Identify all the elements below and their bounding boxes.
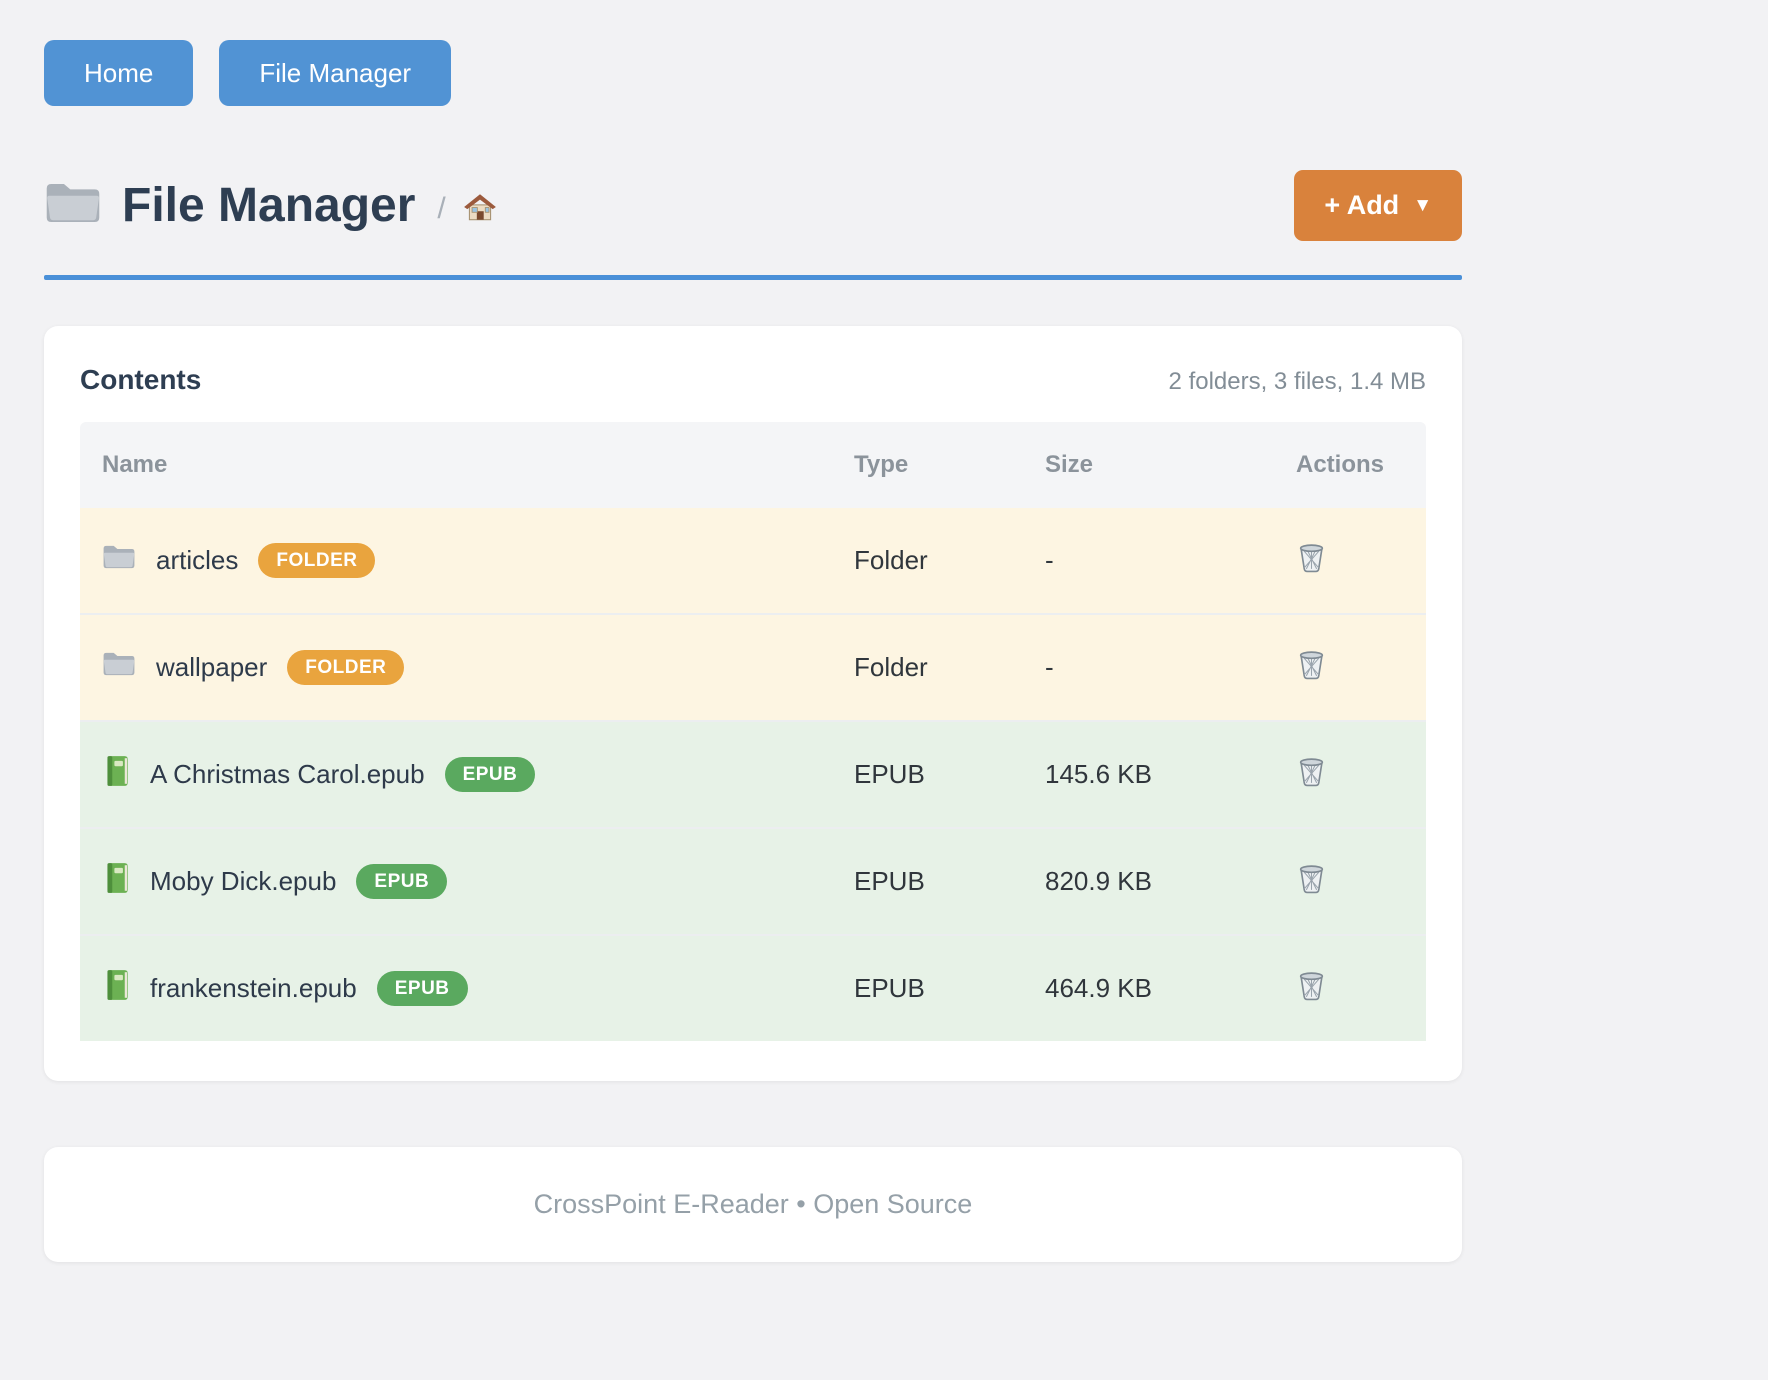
- table-row[interactable]: A Christmas Carol.epub EPUB EPUB 145.6 K…: [80, 720, 1426, 828]
- book-icon: [102, 755, 130, 794]
- book-icon: [102, 862, 130, 901]
- caret-down-icon: ▼: [1413, 194, 1432, 216]
- file-type: Folder: [854, 613, 1045, 721]
- file-size: 145.6 KB: [1045, 720, 1296, 828]
- contents-title: Contents: [80, 364, 202, 395]
- top-nav: Home File Manager: [44, 40, 1462, 106]
- home-icon[interactable]: [462, 191, 498, 228]
- trash-icon: [1296, 648, 1327, 683]
- trash-icon: [1296, 862, 1327, 897]
- delete-button[interactable]: [1296, 862, 1327, 897]
- delete-button[interactable]: [1296, 755, 1327, 790]
- page-header: File Manager / + Add ▼: [44, 170, 1462, 241]
- file-manager-nav-button[interactable]: File Manager: [219, 40, 452, 106]
- footer-card: CrossPoint E-Reader • Open Source: [44, 1147, 1462, 1262]
- file-size: 464.9 KB: [1045, 934, 1296, 1041]
- contents-card: Contents 2 folders, 3 files, 1.4 MB Name…: [44, 326, 1462, 1081]
- file-table-head: Name Type Size Actions: [80, 422, 1426, 508]
- contents-summary: 2 folders, 3 files, 1.4 MB: [1168, 368, 1426, 395]
- contents-card-header: Contents 2 folders, 3 files, 1.4 MB: [80, 364, 1426, 396]
- delete-button[interactable]: [1296, 969, 1327, 1004]
- file-size: 820.9 KB: [1045, 827, 1296, 935]
- delete-button[interactable]: [1296, 648, 1327, 683]
- column-header-actions: Actions: [1296, 422, 1426, 508]
- file-type-badge: EPUB: [444, 757, 536, 792]
- file-type-badge: EPUB: [356, 864, 448, 899]
- file-type: EPUB: [854, 934, 1045, 1041]
- file-type: EPUB: [854, 827, 1045, 935]
- folder-icon: [102, 649, 136, 686]
- folder-icon: [102, 542, 136, 579]
- folder-icon: [44, 177, 102, 234]
- file-type-badge: EPUB: [376, 971, 468, 1006]
- file-type: Folder: [854, 545, 928, 575]
- file-size: -: [1045, 545, 1054, 575]
- file-table: Name Type Size Actions articles FOLDER F…: [80, 422, 1426, 1041]
- add-button-label: + Add: [1324, 190, 1400, 220]
- table-row[interactable]: frankenstein.epub EPUB EPUB 464.9 KB: [80, 934, 1426, 1041]
- file-type: EPUB: [854, 720, 1045, 828]
- column-header-size: Size: [1045, 422, 1296, 508]
- trash-icon: [1296, 969, 1327, 1004]
- breadcrumb: File Manager /: [44, 177, 1294, 234]
- column-header-type: Type: [854, 422, 1045, 508]
- file-name[interactable]: frankenstein.epub: [150, 973, 357, 1003]
- table-row[interactable]: wallpaper FOLDER Folder -: [80, 613, 1426, 721]
- file-name[interactable]: A Christmas Carol.epub: [150, 759, 425, 789]
- page-title: File Manager: [122, 179, 416, 232]
- book-icon: [102, 969, 130, 1008]
- header-divider: [44, 275, 1462, 280]
- file-name[interactable]: Moby Dick.epub: [150, 866, 337, 896]
- footer-text: CrossPoint E-Reader • Open Source: [533, 1189, 973, 1219]
- home-nav-button[interactable]: Home: [44, 40, 194, 106]
- file-name[interactable]: wallpaper: [156, 652, 268, 682]
- file-table-body: articles FOLDER Folder - wallpaper: [80, 508, 1426, 1041]
- column-header-name: Name: [80, 422, 854, 508]
- file-type-badge: FOLDER: [287, 650, 405, 685]
- add-button[interactable]: + Add ▼: [1294, 170, 1462, 241]
- file-manager-page: Home File Manager File Manager / + Add ▼…: [44, 0, 1462, 1262]
- trash-icon: [1296, 541, 1327, 576]
- file-size: -: [1045, 613, 1296, 721]
- file-type-badge: FOLDER: [258, 543, 376, 578]
- table-row[interactable]: Moby Dick.epub EPUB EPUB 820.9 KB: [80, 827, 1426, 935]
- file-name[interactable]: articles: [156, 545, 239, 575]
- trash-icon: [1296, 755, 1327, 790]
- table-row[interactable]: articles FOLDER Folder -: [80, 508, 1426, 614]
- breadcrumb-separator: /: [437, 191, 446, 225]
- delete-button[interactable]: [1296, 541, 1327, 576]
